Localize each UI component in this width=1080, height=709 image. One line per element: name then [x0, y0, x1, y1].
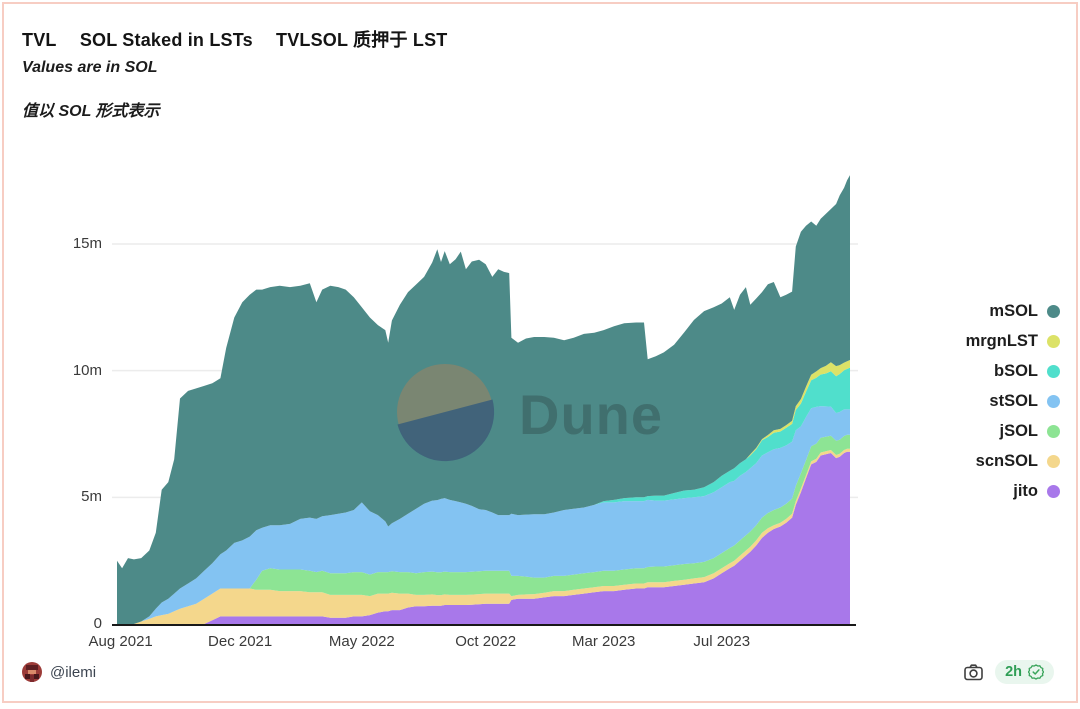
freshness-badge[interactable]: 2h	[995, 660, 1054, 684]
legend-label: stSOL	[989, 391, 1038, 410]
x-tick-jul-2023: Jul 2023	[693, 633, 751, 650]
legend-item-scnSOL[interactable]: scnSOL	[976, 446, 1060, 476]
legend-label: bSOL	[994, 361, 1038, 380]
y-tick-5m: 5m	[81, 488, 102, 506]
legend-dot-icon	[1047, 334, 1060, 348]
footer-actions: 2h	[964, 660, 1054, 684]
legend-dot-icon	[1047, 454, 1060, 468]
legend-item-jSOL[interactable]: jSOL	[999, 416, 1060, 446]
subtitle-english: Values are in SOL	[22, 59, 158, 76]
legend-item-bSOL[interactable]: bSOL	[994, 356, 1060, 386]
camera-icon[interactable]	[964, 663, 983, 681]
legend-dot-icon	[1047, 304, 1060, 318]
footer-author[interactable]: @ilemi	[22, 662, 96, 682]
legend-label: scnSOL	[975, 451, 1038, 470]
verified-check-icon	[1028, 664, 1044, 680]
area-series-jito	[117, 451, 850, 624]
legend-dot-icon	[1047, 484, 1060, 498]
freshness-age: 2h	[1005, 664, 1022, 680]
area-series-bSOL	[117, 367, 850, 624]
legend-item-stSOL[interactable]: stSOL	[989, 386, 1060, 416]
x-tick-dec-2021: Dec 2021	[208, 633, 273, 650]
page-title: TVL SOL Staked in LSTs TVLSOL 质押于 LST	[22, 26, 465, 52]
title-chinese: TVLSOL 质押于 LST	[276, 30, 448, 50]
author-handle: @ilemi	[50, 663, 97, 681]
y-tick-10m: 10m	[72, 361, 102, 379]
watermark-text: Dune	[519, 383, 663, 446]
area-series-jSOL	[117, 434, 850, 624]
author-avatar	[22, 662, 42, 682]
title-tag: TVL	[22, 30, 57, 50]
x-tick-may-2022: May 2022	[328, 633, 395, 650]
subtitle-chinese: 值以 SOL 形式表示	[22, 103, 160, 120]
watermark-pie-lower-icon	[397, 399, 495, 462]
legend-dot-icon	[1047, 424, 1060, 438]
y-tick-15m: 15m	[72, 235, 102, 252]
legend-item-jito[interactable]: jito	[1013, 476, 1060, 506]
x-tick-oct-2022: Oct 2022	[455, 633, 517, 650]
dune-watermark: Dune	[397, 364, 663, 462]
x-tick-aug-2021: Aug 2021	[88, 633, 153, 650]
area-series-stSOL	[117, 406, 850, 624]
stacked-area-chart: Dune	[112, 175, 858, 626]
area-series-scnSOL	[117, 448, 850, 624]
legend-label: jSOL	[999, 421, 1038, 440]
legend-item-mSOL[interactable]: mSOL	[989, 296, 1060, 326]
x-tick-mar-2023: Mar 2023	[572, 633, 636, 650]
legend-label: jito	[1013, 481, 1038, 500]
legend-item-mrgnLST[interactable]: mrgnLST	[966, 326, 1060, 356]
legend-label: mrgnLST	[965, 331, 1038, 350]
y-tick-0: 0	[93, 615, 102, 632]
legend-dot-icon	[1047, 364, 1060, 378]
legend-label: mSOL	[989, 301, 1038, 320]
legend-dot-icon	[1047, 394, 1060, 408]
title-english: SOL Staked in LSTs	[79, 30, 253, 50]
